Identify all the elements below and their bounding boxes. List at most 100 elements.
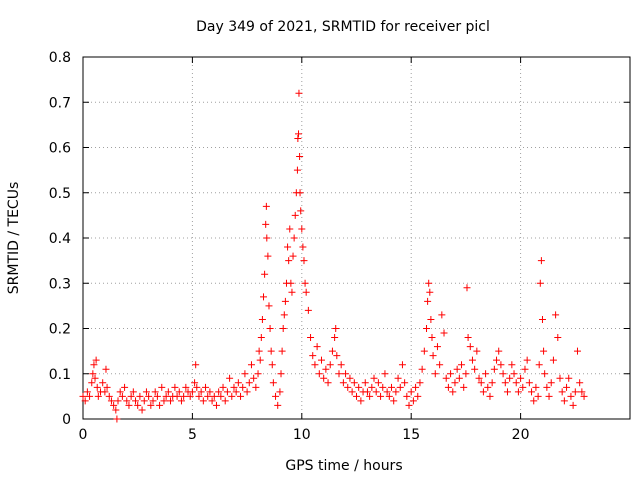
data-point <box>153 392 161 400</box>
data-point <box>243 388 251 396</box>
data-point <box>388 383 396 391</box>
data-point <box>350 379 358 387</box>
data-point <box>357 397 365 405</box>
data-point <box>508 361 516 369</box>
data-point <box>151 388 159 396</box>
data-point <box>479 388 487 396</box>
data-point <box>573 347 581 355</box>
data-point <box>142 388 150 396</box>
data-point <box>158 383 166 391</box>
data-point <box>269 379 277 387</box>
data-point <box>447 370 455 378</box>
data-point <box>175 388 183 396</box>
data-point <box>368 383 376 391</box>
data-point <box>188 388 196 396</box>
data-point <box>385 392 393 400</box>
data-point <box>245 379 253 387</box>
data-point <box>193 383 201 391</box>
data-point <box>425 279 433 287</box>
data-point <box>405 401 413 409</box>
data-point <box>307 334 315 342</box>
data-point <box>538 315 546 323</box>
y-tick-label: 0.6 <box>49 141 71 157</box>
data-point <box>195 392 203 400</box>
data-point <box>545 392 553 400</box>
data-point <box>536 279 544 287</box>
x-tick-label: 15 <box>402 427 420 443</box>
x-tick-label: 20 <box>512 427 530 443</box>
data-point <box>147 401 155 409</box>
data-point <box>276 388 284 396</box>
data-point <box>337 361 345 369</box>
data-point <box>541 370 549 378</box>
data-point <box>488 379 496 387</box>
data-point <box>288 288 296 296</box>
data-point <box>296 189 304 197</box>
data-point <box>468 356 476 364</box>
data-point <box>401 379 409 387</box>
data-points <box>79 89 588 423</box>
data-point <box>192 361 200 369</box>
data-point <box>265 302 273 310</box>
data-point <box>191 379 199 387</box>
data-point <box>186 392 194 400</box>
data-point <box>217 392 225 400</box>
data-point <box>94 392 102 400</box>
data-point <box>280 311 288 319</box>
data-point <box>320 374 328 382</box>
data-point <box>215 388 223 396</box>
data-point <box>560 397 568 405</box>
data-point <box>424 297 432 305</box>
data-point <box>140 397 148 405</box>
data-point <box>499 370 507 378</box>
data-point <box>263 234 271 242</box>
data-point <box>433 343 441 351</box>
data-point <box>156 401 164 409</box>
data-point <box>149 397 157 405</box>
data-point <box>495 347 503 355</box>
data-point <box>532 383 540 391</box>
data-point <box>324 379 332 387</box>
data-point <box>407 388 415 396</box>
y-tick-label: 0.2 <box>49 322 71 338</box>
data-point <box>296 153 304 161</box>
data-point <box>286 225 294 233</box>
data-point <box>239 383 247 391</box>
data-point <box>92 356 100 364</box>
data-point <box>493 356 501 364</box>
data-point <box>567 392 575 400</box>
data-point <box>512 379 520 387</box>
data-point <box>333 352 341 360</box>
data-point <box>423 325 431 332</box>
data-point <box>428 334 436 342</box>
data-point <box>298 225 306 233</box>
data-point <box>202 383 210 391</box>
data-point <box>473 347 481 355</box>
data-point <box>256 356 264 364</box>
y-tick-label: 0.3 <box>49 276 71 292</box>
data-point <box>112 406 120 414</box>
data-point <box>449 388 457 396</box>
data-point <box>506 374 514 382</box>
data-point <box>503 388 511 396</box>
data-point <box>250 374 258 382</box>
data-point <box>300 257 308 265</box>
data-point <box>537 257 545 265</box>
data-point <box>348 388 356 396</box>
data-point <box>204 392 212 400</box>
data-point <box>197 388 205 396</box>
data-point <box>322 365 330 373</box>
data-point <box>514 388 522 396</box>
data-point <box>540 347 548 355</box>
chart-title: Day 349 of 2021, SRMTID for receiver pic… <box>196 19 490 35</box>
data-point <box>272 392 280 400</box>
data-point <box>114 397 122 405</box>
data-point <box>228 392 236 400</box>
data-point <box>466 343 474 351</box>
data-point <box>374 379 382 387</box>
data-point <box>326 361 334 369</box>
x-tick-label: 10 <box>293 427 311 443</box>
data-point <box>563 383 571 391</box>
data-point <box>427 315 435 323</box>
